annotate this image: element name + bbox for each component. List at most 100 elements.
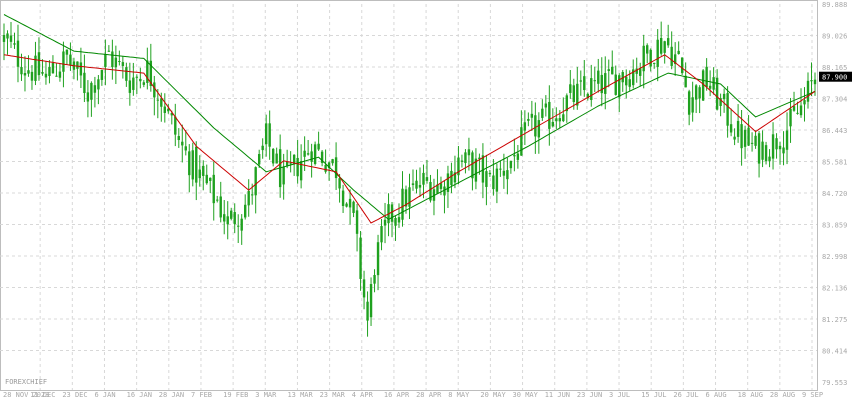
candle-body [327,162,331,168]
candle-body [240,218,243,231]
candle-body [446,173,450,192]
candle-body [810,80,813,82]
candle-body [317,143,320,150]
x-tick-label: 15 JUL [641,391,666,399]
candle-body [600,74,603,94]
candle-body [209,177,212,181]
candle-body [30,71,34,81]
candle-body [453,172,457,183]
candle-body [104,54,107,67]
candle-body [114,57,118,68]
candle-body [523,122,527,131]
candle-body [747,127,750,146]
candle-body [247,190,250,206]
candle-body [565,95,569,112]
candle-body [167,108,170,112]
candle-body [65,49,69,55]
x-tick-label: 9 SEP [802,391,823,399]
x-tick-label: 23 JUN [577,391,602,399]
candle-body [715,77,719,110]
candle-body [691,97,694,113]
candle-body [736,120,740,137]
candle-body [6,33,9,39]
candle-body [418,184,422,188]
candle-body [806,80,810,102]
candle-body [121,62,125,67]
candle-body [37,52,41,76]
watermark-label: FOREXCHIEF [5,378,47,386]
candle-body [310,151,313,162]
x-tick-label: 13 MAR [287,391,313,399]
candle-body [160,98,163,107]
candle-body [537,120,541,138]
x-tick-label: 28 NOV 2023 [3,391,49,399]
candle-body [506,170,509,180]
x-tick-label: 18 AUG [738,391,763,399]
candle-body [191,150,194,180]
candle-body [443,186,446,196]
candle-body [198,169,201,179]
y-tick-label: 88.165 [822,64,847,72]
candle-body [618,75,621,98]
candle-body [474,158,478,182]
candle-body [527,118,530,121]
candle-body [48,67,51,77]
candle-body [642,45,645,72]
candle-body [320,151,324,163]
candle-body [764,145,768,162]
candle-body [55,75,58,77]
x-tick-label: 30 MAY [513,391,539,399]
candle-body [79,62,83,76]
candle-body [729,124,733,133]
candle-body [153,82,156,98]
x-tick-label: 28 JAN [159,391,184,399]
x-tick-label: 16 APR [384,391,410,399]
candle-body [551,121,555,127]
candle-body [230,210,233,219]
x-tick-label: 6 AUG [706,391,727,399]
candle-body [684,75,687,88]
candle-body [813,79,817,85]
candle-body [181,141,184,146]
candle-body [195,146,198,183]
candle-body [754,135,757,146]
candle-body [761,141,764,160]
candle-body [673,54,677,64]
candle-body [334,157,338,179]
x-tick-label: 23 MAR [320,391,346,399]
candle-body [69,54,72,66]
candle-body [86,92,90,102]
candle-body [324,164,327,172]
candle-body [520,127,523,156]
candle-body [264,123,268,145]
x-tick-label: 6 JAN [94,391,115,399]
candle-body [621,72,624,83]
candle-body [212,174,215,204]
candle-body [785,130,789,150]
moving-average-fast-line [3,54,816,224]
candle-body [502,170,506,176]
candle-body [740,124,743,149]
candle-body [345,203,348,207]
candle-body [541,108,544,118]
candle-body [750,142,754,144]
candle-body [799,105,803,116]
candle-body [782,147,785,154]
candle-body [583,76,586,91]
candle-body [639,68,642,76]
y-axis: 89.888 89.026 88.165 87.304 86.443 85.581 84.7… [822,1,847,387]
candle-body [586,93,589,99]
candle-body [292,154,296,164]
candle-body [275,153,278,164]
candle-body [170,112,173,116]
x-tick-label: 7 FEB [191,391,212,399]
x-tick-label: 3 MAR [255,391,277,399]
candle-body [397,217,401,223]
candle-body [355,210,359,234]
moving-average-slow-line [3,14,816,221]
candle-body [467,149,471,156]
candle-body [237,225,240,227]
candle-body [705,66,708,88]
candle-body [485,171,488,187]
